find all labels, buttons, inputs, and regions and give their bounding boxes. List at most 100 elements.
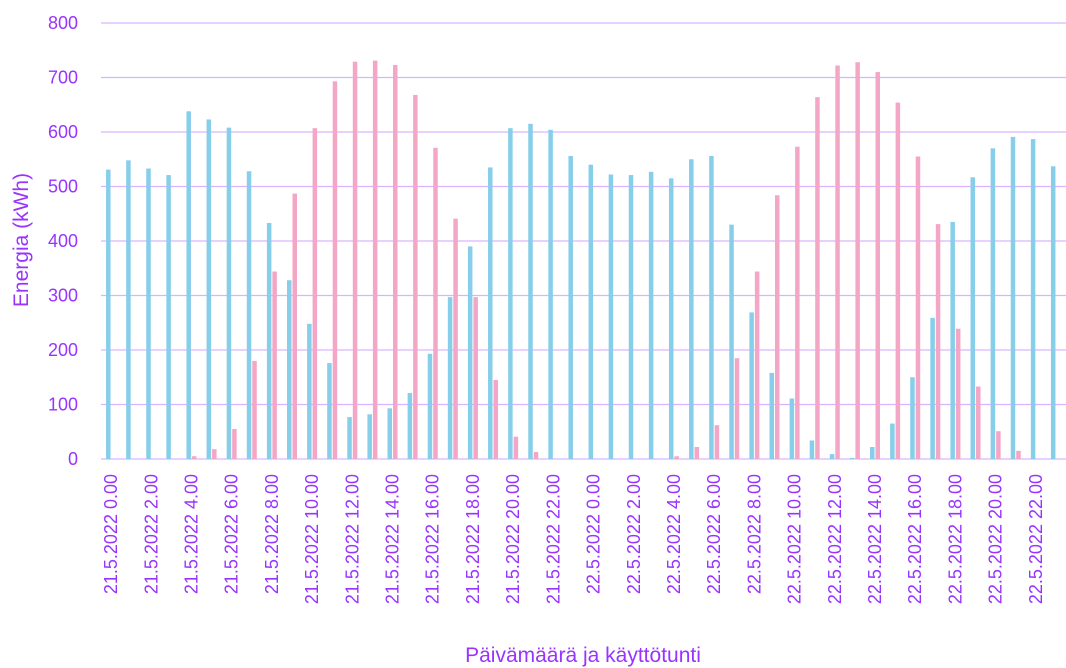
x-tick-label: 21.5.2022 10.00 [302, 474, 322, 604]
bar-series-1 [910, 377, 915, 459]
x-tick-label: 22.5.2022 22.00 [1026, 474, 1046, 604]
bar-series-1 [106, 169, 111, 460]
bar-series-1 [628, 175, 634, 459]
bar-series-1 [548, 129, 553, 459]
bar-series-1 [1030, 139, 1036, 459]
y-axis-title: Energia (kWh) [10, 173, 33, 307]
x-tick-label: 22.5.2022 4.00 [664, 474, 684, 594]
bar-series-1 [467, 246, 473, 459]
bar-series-2 [895, 102, 901, 459]
bar-series-1 [970, 177, 976, 460]
bar-series-2 [996, 431, 1001, 459]
bar-series-1 [890, 423, 895, 459]
bar-series-1 [327, 363, 332, 459]
bar-series-2 [955, 328, 961, 459]
bar-series-1 [588, 164, 594, 459]
y-tick-label: 700 [48, 68, 78, 88]
bar-series-2 [212, 449, 217, 459]
bar-series-1 [508, 128, 513, 459]
bar-series-1 [870, 447, 875, 459]
bar-series-2 [393, 64, 398, 459]
bar-series-2 [473, 297, 478, 459]
bar-series-1 [749, 312, 754, 459]
x-tick-label: 21.5.2022 6.00 [222, 474, 242, 594]
bar-series-2 [352, 61, 358, 459]
x-tick-label: 22.5.2022 14.00 [865, 474, 885, 604]
x-tick-label: 21.5.2022 2.00 [141, 474, 161, 594]
x-tick-label: 21.5.2022 0.00 [101, 474, 121, 594]
x-tick-label: 21.5.2022 20.00 [503, 474, 523, 604]
bar-series-1 [689, 159, 694, 459]
bar-series-1 [950, 221, 955, 459]
bar-series-2 [433, 147, 438, 459]
x-tick-label: 21.5.2022 8.00 [262, 474, 282, 594]
x-tick-label: 22.5.2022 10.00 [785, 474, 805, 604]
y-tick-label: 100 [48, 395, 78, 415]
x-tick-label: 22.5.2022 0.00 [584, 474, 604, 594]
bar-series-1 [266, 223, 272, 459]
x-tick-label: 21.5.2022 4.00 [181, 474, 201, 594]
x-tick-label: 22.5.2022 18.00 [945, 474, 965, 604]
bar-series-1 [809, 440, 815, 459]
bar-series-2 [976, 386, 981, 459]
bar-series-1 [166, 175, 171, 459]
x-tick-label: 21.5.2022 16.00 [423, 474, 443, 604]
bar-series-2 [674, 456, 679, 459]
y-tick-label: 300 [48, 286, 78, 306]
bar-series-2 [935, 224, 941, 459]
bar-series-2 [915, 156, 921, 459]
bar-series-2 [815, 97, 820, 460]
y-tick-label: 600 [48, 122, 78, 142]
bar-series-1 [608, 174, 614, 459]
bar-series-2 [372, 60, 378, 459]
bar-series-2 [493, 379, 499, 459]
x-tick-label: 21.5.2022 18.00 [463, 474, 483, 604]
bar-series-2 [272, 271, 277, 459]
x-tick-label: 22.5.2022 8.00 [744, 474, 764, 594]
bar-series-1 [528, 123, 533, 459]
bar-series-2 [513, 436, 519, 459]
bar-series-2 [694, 447, 700, 459]
x-tick-label: 22.5.2022 20.00 [986, 474, 1006, 604]
bar-series-1 [126, 160, 131, 459]
bar-series-1 [1050, 166, 1056, 459]
bar-series-2 [252, 360, 257, 459]
bar-series-2 [191, 456, 197, 459]
bars [106, 60, 1056, 460]
x-tick-label: 21.5.2022 14.00 [383, 474, 403, 604]
y-tick-label: 500 [48, 177, 78, 197]
bar-series-1 [407, 393, 413, 459]
bar-series-2 [533, 451, 539, 459]
bar-series-1 [729, 224, 734, 459]
bar-series-1 [226, 127, 232, 459]
bar-series-1 [930, 317, 935, 459]
bar-series-2 [312, 128, 318, 459]
y-tick-labels: 0 100 200 300 400 500 600 700 800 [48, 13, 78, 469]
bar-series-2 [734, 358, 740, 459]
bar-series-1 [829, 454, 835, 459]
y-tick-label: 400 [48, 231, 78, 251]
bar-series-1 [568, 155, 573, 460]
bar-series-2 [232, 429, 237, 459]
bar-series-2 [754, 271, 760, 459]
bar-series-1 [206, 119, 212, 459]
bar-series-1 [709, 155, 714, 460]
y-tick-label: 0 [68, 449, 78, 469]
bar-series-1 [347, 417, 352, 459]
bar-series-2 [795, 146, 800, 459]
gridlines [101, 22, 1066, 460]
bar-series-1 [307, 323, 312, 459]
bar-series-2 [835, 65, 840, 459]
y-tick-label: 800 [48, 13, 78, 33]
bar-series-2 [774, 195, 780, 459]
bar-series-2 [413, 94, 418, 459]
x-tick-label: 22.5.2022 6.00 [704, 474, 724, 594]
bar-series-2 [855, 62, 860, 460]
bar-series-1 [246, 171, 252, 460]
bar-series-1 [186, 111, 191, 459]
x-tick-label: 21.5.2022 12.00 [342, 474, 362, 604]
bar-series-1 [849, 457, 855, 459]
bar-series-1 [668, 178, 674, 459]
bar-series-1 [367, 414, 372, 459]
